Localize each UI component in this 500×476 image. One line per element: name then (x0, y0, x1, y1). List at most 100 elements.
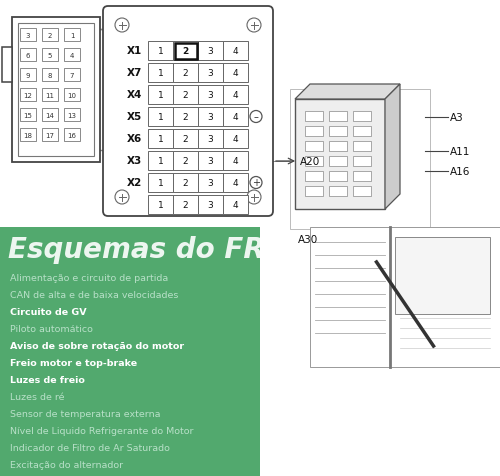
Bar (198, 64, 223, 83)
Bar (42, 89, 58, 102)
Text: X2: X2 (127, 178, 142, 188)
Text: Indicador de Filtro de Ar Saturado: Indicador de Filtro de Ar Saturado (10, 443, 170, 452)
Bar (64, 109, 80, 122)
Text: –: – (254, 112, 258, 122)
Text: 1: 1 (158, 200, 164, 209)
Text: 11: 11 (46, 93, 54, 99)
Text: 3: 3 (208, 178, 214, 188)
Text: 16: 16 (68, 133, 76, 139)
Bar (198, 152, 223, 170)
Bar (64, 89, 80, 102)
Text: 1: 1 (158, 47, 164, 56)
Text: Piloto automático: Piloto automático (10, 324, 93, 333)
Bar (148, 42, 173, 61)
Text: X4: X4 (126, 90, 142, 100)
Text: 7: 7 (70, 73, 74, 79)
Bar (64, 49, 80, 62)
Bar (20, 29, 36, 42)
Text: Circuito de GV: Circuito de GV (10, 307, 86, 317)
Text: Freio motor e top-brake: Freio motor e top-brake (10, 358, 137, 367)
Bar (148, 174, 173, 193)
Bar (18, 24, 94, 157)
Polygon shape (295, 85, 400, 100)
Bar (223, 86, 248, 105)
Text: 4: 4 (70, 53, 74, 59)
Text: 1: 1 (70, 33, 74, 39)
Bar (353, 187, 371, 197)
Bar (305, 157, 323, 167)
Circle shape (115, 190, 129, 205)
Text: 18: 18 (24, 133, 32, 139)
Bar (223, 174, 248, 193)
Bar (64, 129, 80, 142)
FancyBboxPatch shape (103, 7, 273, 217)
Bar (42, 129, 58, 142)
Text: 3: 3 (208, 113, 214, 122)
Bar (173, 108, 198, 127)
Text: 4: 4 (232, 178, 238, 188)
Text: 3: 3 (208, 135, 214, 144)
Text: Luzes de freio: Luzes de freio (10, 375, 85, 384)
Bar (223, 196, 248, 215)
Bar (148, 130, 173, 149)
Text: 2: 2 (182, 157, 188, 166)
Text: 10: 10 (68, 93, 76, 99)
Bar (223, 130, 248, 149)
Text: 1: 1 (158, 113, 164, 122)
Bar (223, 64, 248, 83)
Text: 2: 2 (182, 47, 188, 56)
Text: CAN de alta e de baixa velocidades: CAN de alta e de baixa velocidades (10, 290, 178, 299)
Bar (305, 112, 323, 122)
Bar (20, 129, 36, 142)
Bar (20, 89, 36, 102)
Text: 1: 1 (158, 178, 164, 188)
Bar (148, 196, 173, 215)
Text: 3: 3 (208, 47, 214, 56)
Bar (173, 174, 198, 193)
Text: 2: 2 (182, 135, 188, 144)
Text: 4: 4 (232, 135, 238, 144)
Bar (329, 187, 347, 197)
Circle shape (250, 111, 262, 123)
Bar (290, 90, 430, 229)
Text: 8: 8 (48, 73, 52, 79)
Text: 13: 13 (68, 113, 76, 119)
Text: 2: 2 (48, 33, 52, 39)
Bar (173, 130, 198, 149)
Bar (64, 29, 80, 42)
Bar (223, 152, 248, 170)
Circle shape (250, 177, 262, 189)
Text: X7: X7 (126, 69, 142, 79)
Bar (310, 228, 500, 367)
Circle shape (115, 19, 129, 33)
Bar (353, 112, 371, 122)
Bar (64, 69, 80, 82)
Text: 3: 3 (208, 157, 214, 166)
Bar (148, 86, 173, 105)
Text: X5: X5 (127, 112, 142, 122)
Bar (305, 142, 323, 152)
Text: 1: 1 (158, 157, 164, 166)
Bar (173, 196, 198, 215)
Bar (329, 157, 347, 167)
Bar (305, 127, 323, 137)
Text: 2: 2 (182, 113, 188, 122)
Bar (12, 18, 100, 163)
Text: 17: 17 (46, 133, 54, 139)
Text: Alimentação e circuito de partida: Alimentação e circuito de partida (10, 273, 168, 282)
Text: 4: 4 (232, 47, 238, 56)
Text: 2: 2 (182, 69, 188, 78)
Text: 2: 2 (182, 178, 188, 188)
Bar (395, 238, 490, 314)
Bar (20, 109, 36, 122)
Text: A16: A16 (450, 167, 470, 177)
Bar (329, 142, 347, 152)
Bar (329, 127, 347, 137)
Bar (198, 86, 223, 105)
Text: X6: X6 (127, 134, 142, 144)
Bar (173, 42, 198, 61)
Text: 3: 3 (208, 91, 214, 100)
Text: 1: 1 (158, 135, 164, 144)
Bar (353, 142, 371, 152)
Bar (198, 108, 223, 127)
